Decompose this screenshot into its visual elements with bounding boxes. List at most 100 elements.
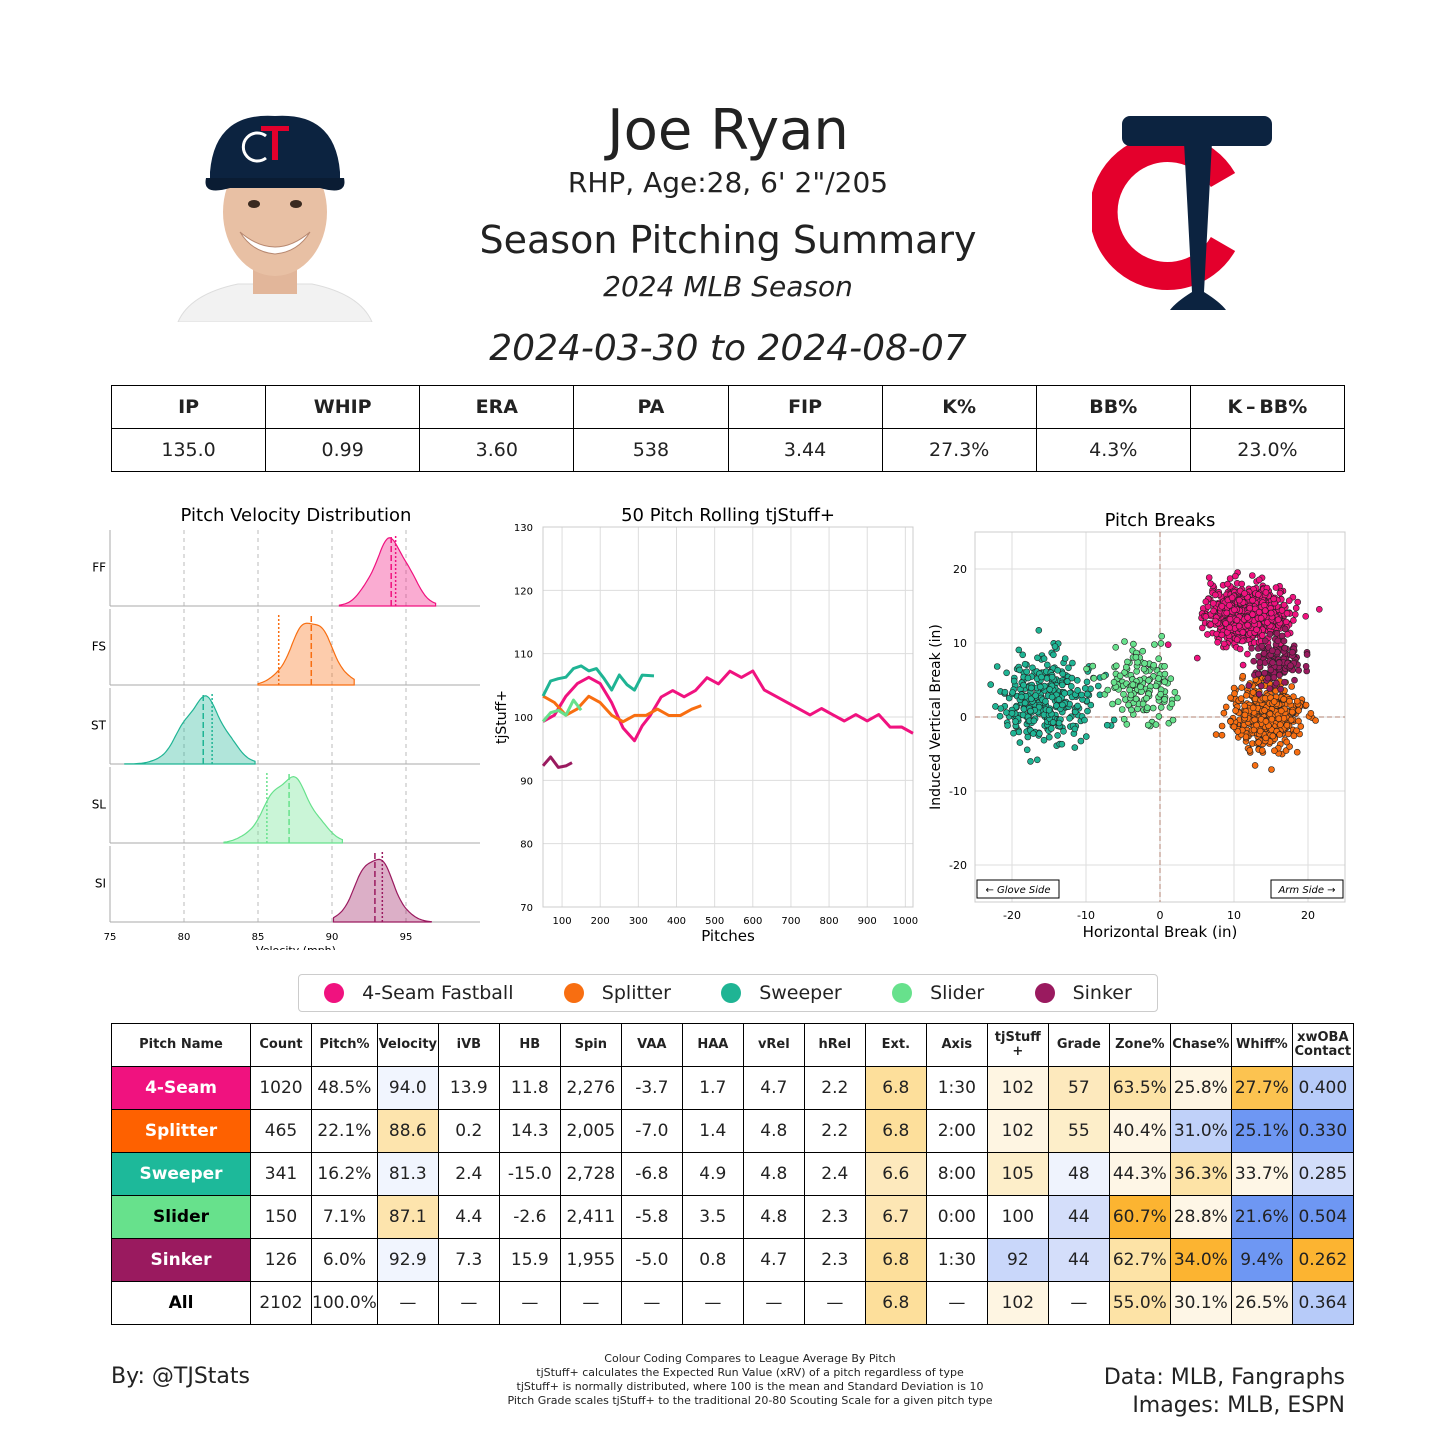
column-header: vRel — [742, 1023, 805, 1067]
break-point — [1292, 604, 1300, 612]
stat-value: 538 — [573, 428, 729, 472]
legend-label: 4-Seam Fastball — [362, 982, 514, 1004]
break-point — [1246, 604, 1254, 612]
table-cell: 2.4 — [437, 1152, 500, 1196]
y-tick-label: 20 — [953, 563, 967, 576]
pitch-name-cell: Sinker — [111, 1238, 251, 1282]
break-point — [1125, 701, 1132, 709]
stat-value: 3.60 — [419, 428, 575, 472]
table-cell: -3.7 — [620, 1066, 683, 1110]
table-cell: 4.8 — [742, 1109, 805, 1153]
table-cell: 2102 — [250, 1281, 312, 1325]
date-range: 2024-03-30 to 2024-08-07 — [489, 328, 967, 369]
break-point — [1267, 609, 1275, 617]
y-tick-label: -20 — [949, 859, 967, 872]
break-point — [1268, 766, 1275, 773]
pitch-type-label: FS — [92, 640, 106, 654]
break-point — [1245, 682, 1253, 689]
table-cell: 48.5% — [311, 1066, 378, 1110]
break-point — [1222, 703, 1230, 711]
break-point — [987, 681, 994, 688]
break-point — [1280, 695, 1288, 703]
x-tick-label: 500 — [705, 916, 724, 927]
table-cell: 6.8 — [864, 1238, 927, 1282]
table-cell: 33.7% — [1230, 1152, 1293, 1196]
break-point — [1074, 677, 1081, 684]
break-point — [1228, 594, 1236, 601]
table-cell: 25.8% — [1169, 1066, 1232, 1110]
break-point — [1084, 707, 1091, 715]
x-tick-label: 75 — [104, 932, 117, 943]
break-point — [1235, 596, 1243, 604]
table-cell: 2,411 — [559, 1195, 622, 1239]
legend-label: Splitter — [601, 982, 671, 1004]
break-point — [1081, 685, 1089, 692]
break-point — [1280, 601, 1288, 609]
break-point — [1048, 725, 1055, 732]
x-tick-label: 100 — [553, 916, 572, 927]
column-header: HAA — [681, 1023, 744, 1067]
break-point — [1055, 696, 1063, 703]
break-point — [1083, 678, 1091, 686]
break-point — [1315, 606, 1323, 613]
break-point — [1054, 667, 1061, 674]
break-point — [1032, 692, 1039, 699]
legend-label: Slider — [930, 982, 985, 1004]
break-point — [1286, 743, 1293, 750]
image-source-line: Images: MLB, ESPN — [1132, 1393, 1345, 1418]
break-point — [1291, 611, 1299, 618]
table-cell: 8:00 — [925, 1152, 988, 1196]
velocity-row-si: SI — [95, 846, 480, 923]
column-header: Spin — [559, 1023, 622, 1067]
legend-item: Splitter — [563, 982, 671, 1004]
chart-title: 50 Pitch Rolling tjStuff+ — [621, 505, 835, 526]
break-point — [1248, 572, 1256, 579]
table-cell: 126 — [250, 1238, 312, 1282]
break-point — [1244, 621, 1251, 629]
break-point — [1214, 639, 1221, 646]
table-cell: 16.2% — [311, 1152, 378, 1196]
density-curve — [338, 537, 437, 607]
break-point — [1233, 636, 1241, 643]
break-point — [1048, 673, 1056, 681]
table-cell: 2,276 — [559, 1066, 622, 1110]
break-point — [1004, 722, 1011, 729]
break-point — [1246, 747, 1254, 754]
table-cell: 2.4 — [803, 1152, 866, 1196]
break-point — [1285, 597, 1293, 604]
break-point — [1270, 674, 1278, 681]
break-point — [1045, 706, 1053, 714]
break-point — [1218, 631, 1226, 639]
pitch-type-label: SI — [95, 877, 106, 891]
break-point — [1255, 653, 1262, 660]
table-cell: 105 — [986, 1152, 1049, 1196]
break-point — [1257, 614, 1265, 622]
break-point — [1081, 716, 1088, 724]
break-point — [1253, 626, 1260, 633]
break-point — [1276, 589, 1284, 597]
break-point — [1312, 717, 1319, 724]
break-point — [1010, 677, 1018, 685]
break-point — [1226, 602, 1233, 609]
footnote-line: tjStuff+ is normally distributed, where … — [516, 1380, 984, 1393]
break-point — [1034, 654, 1041, 662]
y-tick-label: -10 — [949, 785, 967, 798]
column-header: Velocity — [376, 1023, 439, 1067]
break-point — [1018, 693, 1025, 701]
break-point — [1294, 598, 1302, 606]
rolling-line-slider — [541, 698, 583, 723]
break-point — [1262, 718, 1270, 725]
x-tick-label: 600 — [743, 916, 762, 927]
break-point — [1234, 728, 1242, 735]
y-tick-label: 70 — [520, 903, 533, 914]
break-point — [1255, 608, 1263, 616]
x-tick-label: 700 — [781, 916, 800, 927]
break-point — [1207, 621, 1215, 628]
break-point — [1231, 606, 1238, 614]
break-point — [1137, 683, 1144, 691]
x-tick-label: 400 — [667, 916, 686, 927]
break-point — [1274, 616, 1282, 623]
table-cell: 0.2 — [437, 1109, 500, 1153]
break-point — [1238, 684, 1246, 691]
table-cell: 1.4 — [681, 1109, 744, 1153]
